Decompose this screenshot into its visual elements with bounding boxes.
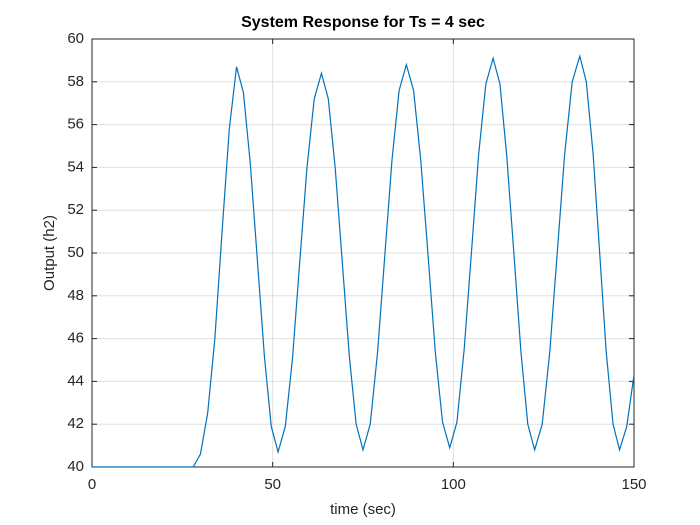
y-tick-label: 44 xyxy=(67,372,84,389)
y-tick-label: 54 xyxy=(67,158,84,175)
y-tick-label: 60 xyxy=(67,30,84,47)
x-tick-label: 50 xyxy=(264,476,281,493)
y-tick-label: 52 xyxy=(67,201,84,218)
x-axis-label: time (sec) xyxy=(330,501,396,518)
x-tick-label: 0 xyxy=(88,476,96,493)
y-tick-label: 40 xyxy=(67,458,84,475)
chart-title: System Response for Ts = 4 sec xyxy=(241,14,485,31)
y-axis-label: Output (h2) xyxy=(41,215,58,291)
data-line xyxy=(92,53,635,468)
y-tick-label: 58 xyxy=(67,73,84,90)
axes-box xyxy=(91,38,635,468)
y-tick-label: 56 xyxy=(67,116,84,133)
y-tick-label: 50 xyxy=(67,244,84,261)
x-tick-label: 100 xyxy=(441,476,466,493)
y-tick-label: 42 xyxy=(67,415,84,432)
y-tick-label: 46 xyxy=(67,330,84,347)
y-tick-label: 48 xyxy=(67,287,84,304)
x-tick-label: 150 xyxy=(621,476,646,493)
